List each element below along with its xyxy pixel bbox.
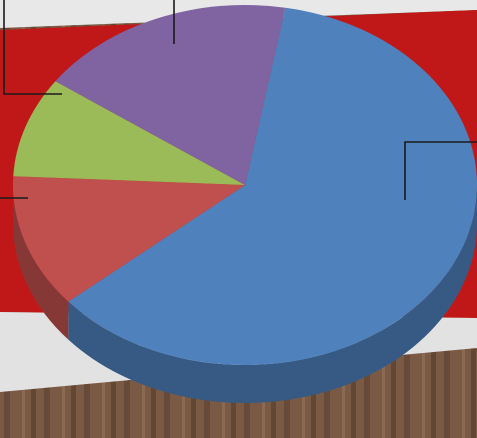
pie-slice-3: [55, 4, 286, 185]
pie-slice-2: [13, 81, 245, 185]
pie-top: [13, 4, 477, 366]
pie-slice-0: [68, 7, 477, 366]
pie-side-1: [13, 185, 69, 340]
pie-slice-1: [13, 176, 245, 302]
pie-sides: [13, 185, 477, 404]
leader-lines: [0, 0, 477, 200]
pie-side-0: [68, 185, 477, 404]
leader-line-green: [3, 0, 62, 95]
leader-line-blue: [404, 141, 477, 200]
